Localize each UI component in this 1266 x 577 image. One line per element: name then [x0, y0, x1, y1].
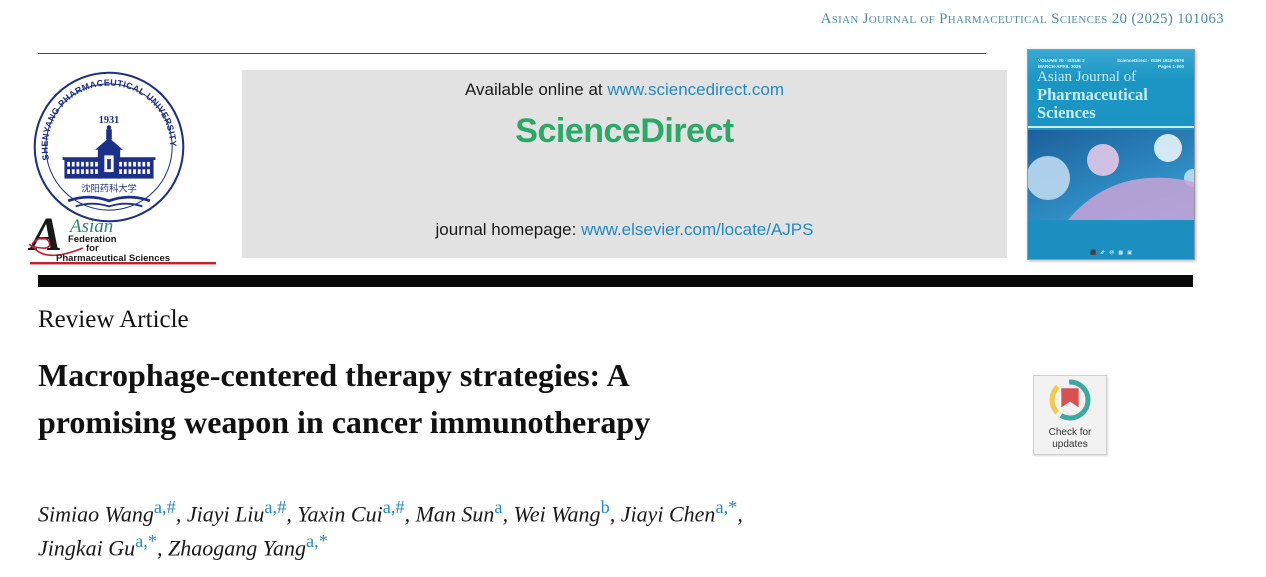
svg-text:沈阳药科大学: 沈阳药科大学	[81, 183, 137, 195]
svg-text:1931: 1931	[99, 115, 119, 126]
